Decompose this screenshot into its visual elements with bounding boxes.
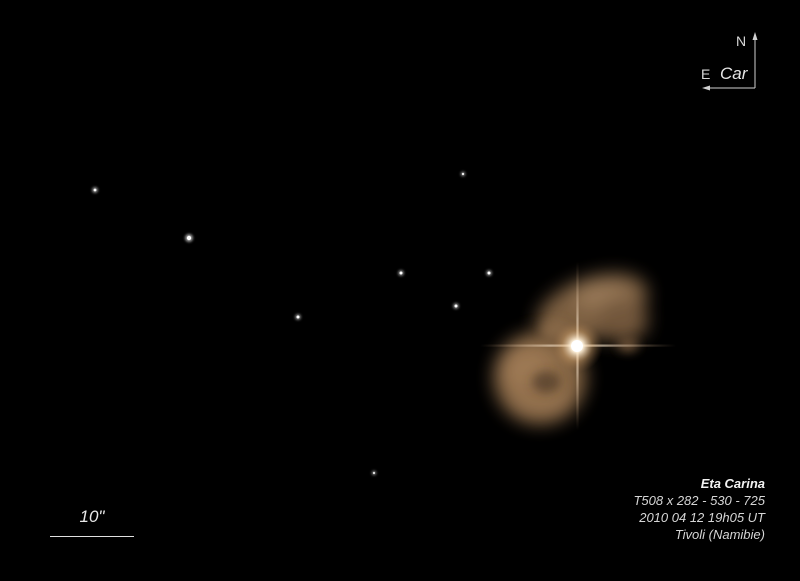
orientation-compass: N E Car xyxy=(698,30,760,92)
central-star xyxy=(480,262,676,430)
caption-equipment: T508 x 282 - 530 - 725 xyxy=(633,493,765,508)
field-star xyxy=(399,271,403,275)
compass-east-label: E xyxy=(701,66,711,82)
scale-bar-label: 10" xyxy=(79,507,105,526)
field-star xyxy=(487,271,491,275)
field-star xyxy=(296,315,300,319)
image-caption: Eta Carina T508 x 282 - 530 - 725 2010 0… xyxy=(633,475,765,543)
field-star xyxy=(186,235,192,241)
scale-bar: 10" xyxy=(50,507,134,537)
compass-north-label: N xyxy=(736,33,747,49)
field-star xyxy=(461,172,465,176)
field-star xyxy=(372,471,376,475)
scale-bar-line xyxy=(50,536,134,537)
caption-date: 2010 04 12 19h05 UT xyxy=(639,510,765,525)
field-stars xyxy=(92,171,492,476)
constellation-label: Car xyxy=(720,64,748,83)
field-star xyxy=(93,188,97,192)
compass-arrows-icon xyxy=(702,32,758,91)
caption-title: Eta Carina xyxy=(700,476,765,491)
caption-location: Tivoli (Namibie) xyxy=(674,527,765,542)
field-star xyxy=(454,304,458,308)
